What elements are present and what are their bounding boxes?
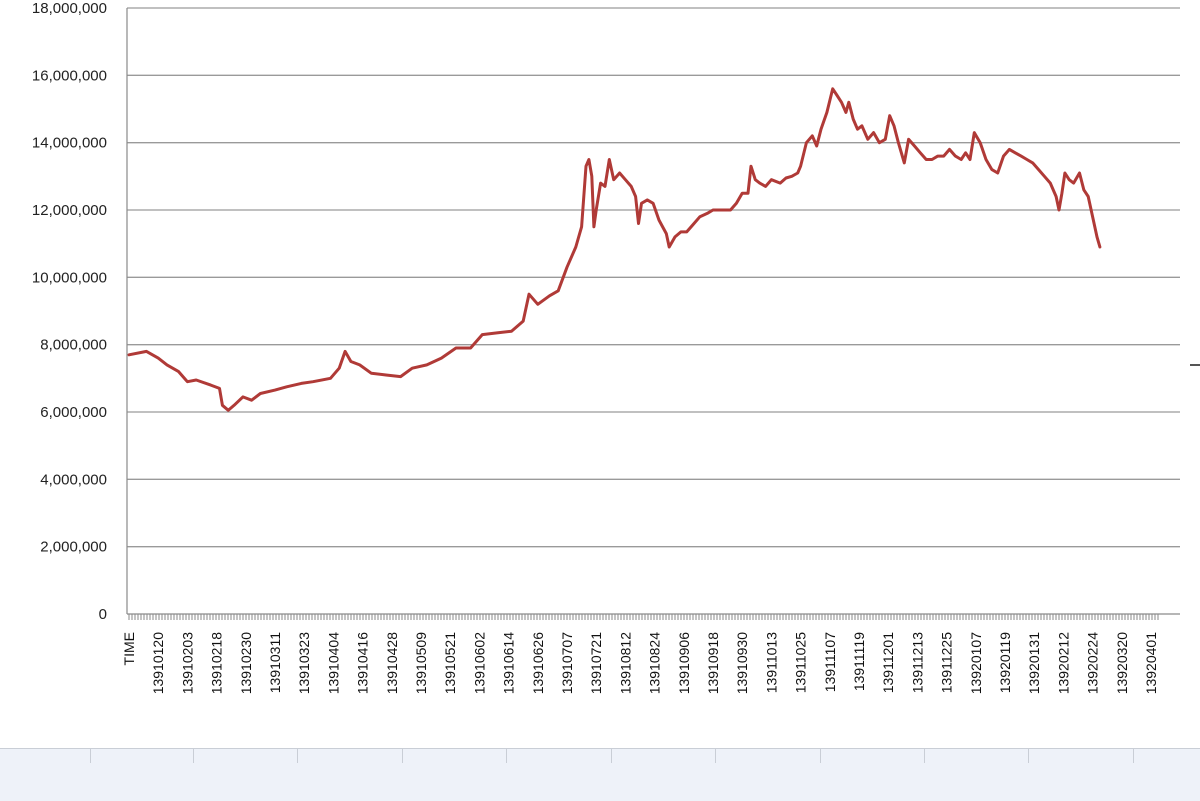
x-tick-label: 13911013	[763, 632, 779, 693]
x-tick-label: 13920224	[1085, 632, 1101, 695]
x-tick-label: 13910812	[617, 632, 633, 695]
series-line	[127, 87, 1102, 412]
y-tick-label: 8,000,000	[40, 337, 107, 354]
sheet-bottom-band	[0, 748, 1200, 801]
x-tick-label: TIME	[121, 632, 137, 665]
x-tick-label: 13910626	[530, 632, 546, 695]
axes	[126, 8, 1180, 615]
y-tick-label: 14,000,000	[32, 135, 107, 152]
x-tick-label: 13910918	[705, 632, 721, 695]
y-tick-label: 18,000,000	[32, 0, 107, 17]
band-divider	[193, 749, 194, 763]
x-tick-label: 13911201	[880, 632, 896, 693]
x-tick-label: 13910120	[150, 632, 166, 695]
x-tick-label: 13910614	[501, 632, 517, 695]
x-tick-label: 13920131	[1026, 632, 1042, 695]
y-tick-label: 12,000,000	[32, 202, 107, 219]
band-divider	[715, 749, 716, 763]
x-tick-label: 13910906	[676, 632, 692, 695]
x-tick-label: 13920212	[1055, 632, 1071, 695]
x-tick-label: 13910930	[734, 632, 750, 695]
band-divider	[297, 749, 298, 763]
y-tick-label: 10,000,000	[32, 269, 107, 286]
gridlines	[127, 7, 1180, 548]
x-axis-tick-labels: TIME 13910120 13910203 13910218 13910230 1391…	[121, 632, 1159, 695]
x-tick-label: 13910428	[384, 632, 400, 695]
y-tick-label: 6,000,000	[40, 404, 107, 421]
y-tick-label: 16,000,000	[32, 67, 107, 84]
x-tick-label: 13910218	[209, 632, 225, 695]
x-tick-label: 13910721	[588, 632, 604, 695]
x-tick-label: 13920320	[1114, 632, 1130, 695]
x-tick-label: 13910404	[325, 632, 341, 695]
x-axis-minor-ticks	[128, 614, 1159, 620]
x-tick-label: 13910323	[296, 632, 312, 695]
band-divider	[1133, 749, 1134, 763]
x-tick-label: 13920107	[968, 632, 984, 695]
x-tick-label: 13910509	[413, 632, 429, 695]
x-tick-label: 13920401	[1143, 632, 1159, 695]
x-tick-label: 13910521	[442, 632, 458, 695]
band-divider	[402, 749, 403, 763]
band-divider	[90, 749, 91, 763]
band-divider	[611, 749, 612, 763]
x-tick-label: 13911107	[822, 632, 838, 692]
x-tick-label: 13910416	[355, 632, 371, 695]
edge-tick-mark	[1190, 364, 1200, 366]
y-tick-label: 2,000,000	[40, 539, 107, 556]
x-tick-label: 13910230	[238, 632, 254, 695]
y-axis-tick-labels: 0 2,000,000 4,000,000 6,000,000 8,000,000 10,…	[32, 0, 107, 623]
x-tick-label: 13911119	[851, 632, 867, 691]
band-divider	[820, 749, 821, 763]
x-tick-label: 13911025	[793, 632, 809, 693]
y-tick-label: 0	[99, 606, 107, 623]
x-tick-label: 13910707	[559, 632, 575, 695]
x-tick-label: 13920119	[997, 632, 1013, 693]
band-divider	[1028, 749, 1029, 763]
x-tick-label: 13911225	[939, 632, 955, 693]
band-divider	[924, 749, 925, 763]
y-tick-label: 4,000,000	[40, 471, 107, 488]
x-tick-label: 13910824	[647, 632, 663, 695]
x-tick-label: 13911213	[909, 632, 925, 693]
x-tick-label: 13910203	[179, 632, 195, 695]
x-tick-label: 13910311	[267, 632, 283, 693]
x-tick-label: 13910602	[471, 632, 487, 695]
band-divider	[506, 749, 507, 763]
